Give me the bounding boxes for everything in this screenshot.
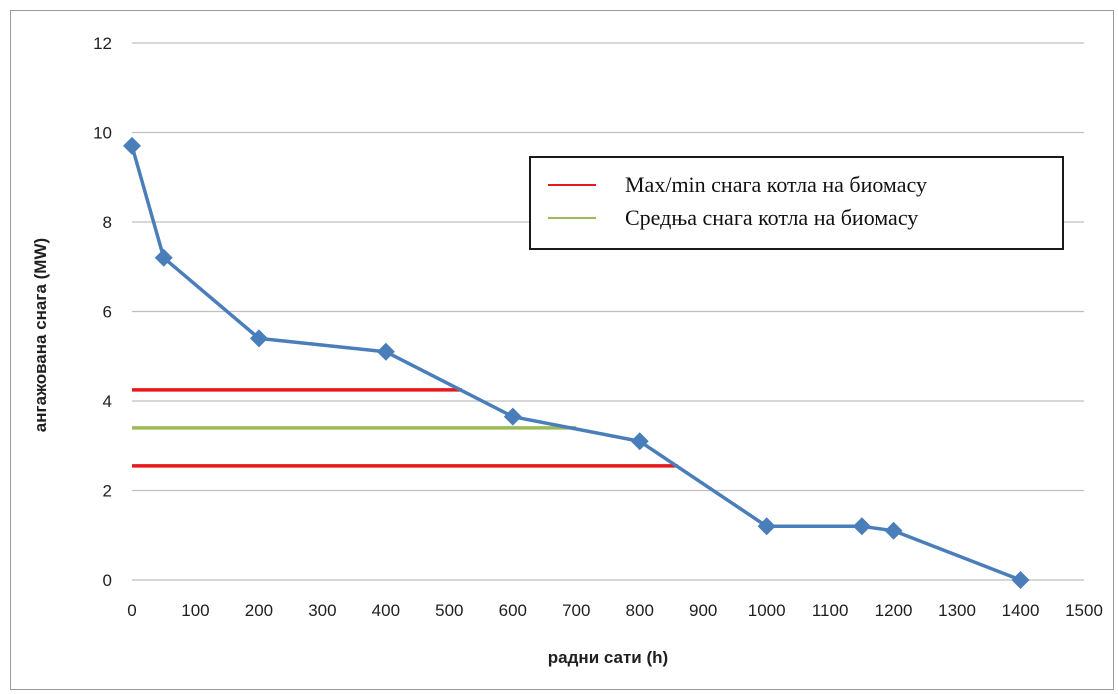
y-tick-label: 4 <box>103 392 112 411</box>
x-tick-label: 1300 <box>938 601 976 620</box>
x-tick-label: 1200 <box>875 601 913 620</box>
reference-lines <box>132 388 678 468</box>
chart-frame <box>10 10 1114 690</box>
x-tick-label: 300 <box>308 601 336 620</box>
y-tick-label: 2 <box>103 482 112 501</box>
x-tick-label: 200 <box>245 601 273 620</box>
legend-label-average: Средња снага котла на биомасу <box>625 205 918 230</box>
data-point <box>376 342 395 361</box>
x-tick-label: 1100 <box>812 601 849 620</box>
x-tick-label: 800 <box>626 601 654 620</box>
x-axis-title: радни сати (h) <box>548 648 668 667</box>
gridlines <box>132 42 1084 581</box>
x-tick-label: 400 <box>372 601 400 620</box>
legend: Max/min снага котла на биомасу Средња сн… <box>529 156 1064 250</box>
x-tick-label: 1500 <box>1065 601 1103 620</box>
y-axis-title: ангажована снага (MW) <box>31 238 50 432</box>
data-point <box>630 432 649 451</box>
x-tick-label: 900 <box>689 601 717 620</box>
y-tick-label: 12 <box>93 34 112 53</box>
x-tick-label: 1000 <box>748 601 786 620</box>
y-tick-label: 0 <box>103 571 112 590</box>
data-point <box>852 517 871 536</box>
legend-box <box>529 156 1064 250</box>
x-tick-label: 500 <box>435 601 463 620</box>
x-tick-label: 1400 <box>1002 601 1040 620</box>
x-tick-label: 0 <box>127 601 136 620</box>
series-line <box>130 145 1022 582</box>
data-point <box>884 521 903 540</box>
data-point <box>123 136 141 155</box>
data-point <box>1011 571 1030 589</box>
data-point <box>249 329 268 348</box>
data-point <box>757 517 776 536</box>
data-point <box>154 248 173 267</box>
x-tick-label: 100 <box>181 601 209 620</box>
x-tick-labels: 0 100 200 300 400 500 600 700 800 900 1000 1100 1200… <box>127 601 1103 620</box>
data-point <box>503 407 522 426</box>
series <box>123 136 1030 589</box>
x-tick-label: 600 <box>499 601 527 620</box>
y-tick-label: 8 <box>103 213 112 232</box>
x-tick-label: 700 <box>562 601 590 620</box>
y-tick-labels: 0 2 4 6 8 10 12 <box>93 34 112 590</box>
legend-label-maxmin: Max/min снага котла на биомасу <box>625 172 927 197</box>
y-tick-label: 10 <box>93 124 112 143</box>
y-tick-label: 6 <box>103 303 112 322</box>
